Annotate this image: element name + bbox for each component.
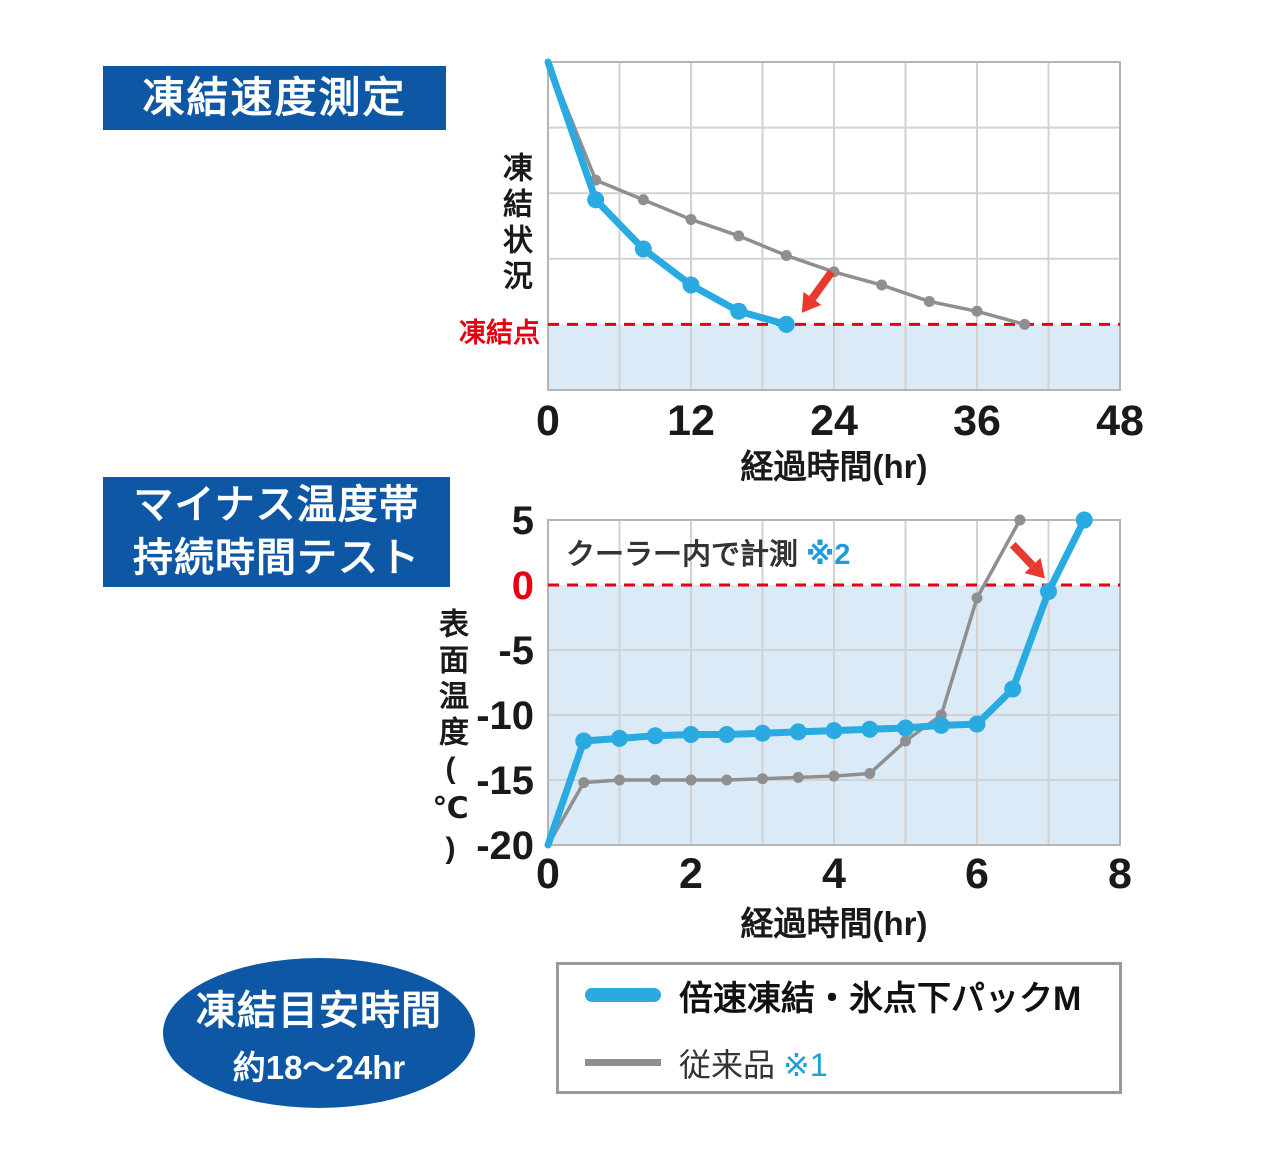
svg-text:36: 36	[953, 397, 1001, 443]
legend-item2-label: 従来品 ※1	[679, 1040, 828, 1086]
svg-text:0: 0	[536, 397, 560, 443]
svg-text:8: 8	[1108, 850, 1132, 898]
chart2-x-axis-label: 経過時間(hr)	[740, 905, 928, 942]
svg-text:-10: -10	[476, 694, 534, 738]
section2-title-line2: 持続時間テスト	[133, 536, 420, 580]
legend-item2-ref: ※1	[783, 1046, 828, 1083]
section2-title-badge: マイナス温度帯 持続時間テスト	[103, 477, 450, 587]
freeze-time-badge-title: 凍結目安時間	[196, 988, 442, 1033]
svg-text:48: 48	[1096, 397, 1144, 443]
chart2-y-axis-label: 表面温度(℃)	[434, 608, 467, 871]
legend-item1-label: 倍速凍結・氷点下パックM	[679, 979, 1082, 1018]
legend: 倍速凍結・氷点下パックM 従来品 ※1	[556, 962, 1122, 1094]
chart2-annotation-text: クーラー内で計測	[566, 539, 799, 571]
section1-title-badge: 凍結速度測定	[103, 66, 446, 130]
svg-text:-5: -5	[498, 629, 534, 673]
svg-text:12: 12	[667, 397, 715, 443]
chart1: 0 12 24 36 48	[536, 58, 1144, 443]
chart1-y-axis-label: 凍結状況	[498, 152, 531, 296]
legend-item-blue: 倍速凍結・氷点下パックM	[585, 971, 1119, 1020]
svg-text:24: 24	[810, 397, 858, 443]
legend-item2-text: 従来品	[679, 1046, 776, 1083]
svg-text:-15: -15	[476, 759, 534, 803]
chart1-x-axis-label: 経過時間(hr)	[740, 448, 928, 485]
chart2-annotation-ref: ※2	[806, 539, 851, 571]
chart2: 0 2 4 6 8 5 0 -5 -10 -15 -20	[476, 505, 1132, 898]
svg-text:5: 5	[512, 505, 534, 543]
svg-text:6: 6	[965, 850, 989, 898]
freeze-time-badge-value: 約18〜24hr	[232, 1048, 406, 1086]
chart1-freezing-point-label: 凍結点	[459, 318, 540, 348]
legend-gray-line-swatch	[585, 1059, 661, 1066]
section2-title-line1: マイナス温度帯	[133, 483, 420, 527]
svg-text:2: 2	[679, 850, 703, 898]
legend-item-gray: 従来品 ※1	[585, 1040, 1119, 1086]
svg-text:0: 0	[512, 564, 534, 608]
freeze-time-badge: 凍結目安時間 約18〜24hr	[163, 958, 475, 1108]
chart2-annotation: クーラー内で計測 ※2	[566, 531, 850, 573]
svg-text:0: 0	[536, 850, 560, 898]
legend-blue-line-swatch	[585, 988, 661, 1002]
svg-text:-20: -20	[476, 824, 534, 868]
svg-text:4: 4	[822, 850, 846, 898]
